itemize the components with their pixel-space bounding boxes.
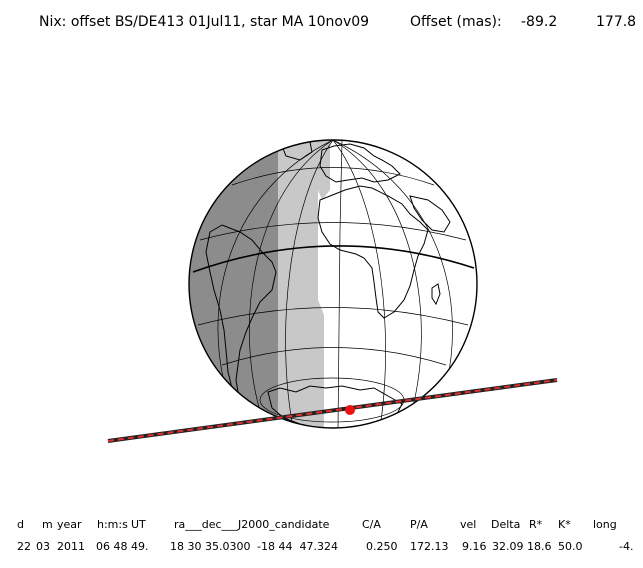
table-header-vel: vel	[460, 518, 477, 531]
meridian-line	[332, 140, 422, 419]
offset-label: Offset (mas):	[410, 14, 502, 30]
offset-x-value: -89.2	[521, 14, 558, 30]
table-value-time: 06 48 49.	[96, 540, 149, 553]
table-header-time: h:m:s	[97, 518, 128, 531]
table-value-long: -4.	[619, 540, 634, 553]
parallel-line	[199, 222, 467, 241]
table-header-radec: ra___dec___J2000_candidate	[174, 518, 330, 531]
table-value-r-star: 18.6	[527, 540, 552, 553]
greenland-outline	[281, 140, 313, 161]
table-value-ra: 18 30 35.0300	[170, 540, 251, 553]
europe-outline	[319, 143, 401, 183]
twilight-edge	[278, 140, 330, 200]
africa-outline	[317, 185, 429, 319]
table-header-ca: C/A	[362, 518, 381, 531]
table-value-k-star: 50.0	[558, 540, 583, 553]
closest-approach-point	[345, 405, 355, 415]
table-header-month: m	[42, 518, 53, 531]
parallel-line	[231, 167, 435, 186]
parallel-line	[197, 307, 469, 326]
offset-y-value: 177.8	[596, 14, 637, 30]
meridian-line	[332, 140, 453, 391]
table-header-delta: Delta	[491, 518, 521, 531]
twilight-region	[278, 140, 330, 428]
meridian-line	[332, 140, 386, 428]
table-header-year: year	[57, 518, 82, 531]
graticule	[197, 140, 469, 428]
table-header-long: long	[593, 518, 617, 531]
table-value-ca: 0.250	[366, 540, 398, 553]
table-header-k-star: K*	[558, 518, 571, 531]
meridian-line	[217, 140, 334, 391]
table-value-month: 03	[36, 540, 50, 553]
table-header-r-star: R*	[529, 518, 543, 531]
table-value-pa: 172.13	[410, 540, 449, 553]
meridian-line	[285, 140, 334, 428]
plot-title: Nix: offset BS/DE413 01Jul11, star MA 10…	[39, 14, 370, 30]
table-value-day: 22	[17, 540, 31, 553]
table-value-dec: -18 44 47.324	[257, 540, 338, 553]
table-value-vel: 9.16	[462, 540, 487, 553]
table-header-pa: P/A	[410, 518, 428, 531]
south-america-outline	[205, 224, 277, 394]
madagascar-outline	[431, 283, 441, 306]
table-header-ut: UT	[131, 518, 146, 531]
arabia-outline	[409, 195, 451, 233]
globe-outline	[188, 139, 478, 429]
meridian-line	[337, 140, 343, 428]
meridian-line	[249, 140, 334, 419]
table-header-day: d	[17, 518, 24, 531]
night-region	[189, 140, 280, 428]
table-value-year: 2011	[57, 540, 85, 553]
table-value-delta: 32.09	[492, 540, 524, 553]
parallel-line	[221, 347, 447, 366]
shadow-track-dashes	[107, 379, 558, 442]
